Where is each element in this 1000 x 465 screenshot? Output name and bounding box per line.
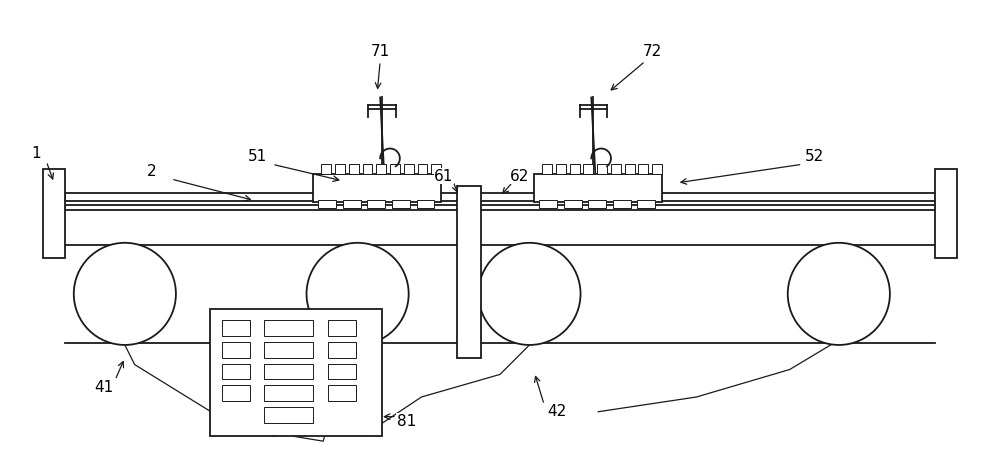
Bar	[625, 164, 635, 174]
Bar	[583, 164, 593, 174]
Bar	[264, 364, 313, 379]
Bar	[556, 164, 566, 174]
Text: 2: 2	[147, 164, 156, 179]
Bar	[570, 164, 580, 174]
Bar	[613, 199, 631, 208]
Bar	[43, 169, 65, 258]
Circle shape	[74, 243, 176, 345]
Bar	[328, 364, 356, 379]
Bar	[65, 206, 948, 210]
Bar	[65, 193, 948, 200]
Bar	[321, 164, 331, 174]
Bar	[935, 169, 957, 258]
Bar	[367, 199, 385, 208]
Bar	[222, 385, 250, 401]
Bar	[597, 164, 607, 174]
Bar	[637, 199, 655, 208]
Text: 61: 61	[434, 168, 454, 184]
Bar	[611, 164, 621, 174]
Bar	[264, 342, 313, 358]
Text: 71: 71	[371, 44, 390, 59]
Bar	[534, 174, 662, 201]
Bar	[335, 164, 345, 174]
Bar	[264, 385, 313, 401]
Bar	[390, 164, 400, 174]
Text: 1: 1	[32, 146, 41, 161]
Bar	[222, 320, 250, 336]
Text: 42: 42	[547, 404, 567, 419]
Bar	[652, 164, 662, 174]
Bar	[418, 164, 427, 174]
Circle shape	[307, 243, 409, 345]
Text: 81: 81	[397, 414, 416, 429]
Text: 51: 51	[248, 149, 267, 164]
Bar	[318, 199, 336, 208]
Bar	[210, 309, 382, 436]
Text: 41: 41	[95, 380, 114, 395]
Bar	[431, 164, 441, 174]
Bar	[542, 164, 552, 174]
Text: 72: 72	[643, 44, 662, 59]
Bar	[222, 342, 250, 358]
Bar	[363, 164, 372, 174]
Bar	[457, 186, 481, 358]
Bar	[343, 199, 361, 208]
Bar	[564, 199, 582, 208]
Bar	[313, 174, 441, 201]
Bar	[392, 199, 410, 208]
Bar	[222, 364, 250, 379]
Circle shape	[478, 243, 581, 345]
Text: 52: 52	[805, 149, 824, 164]
Bar	[588, 199, 606, 208]
Bar	[328, 342, 356, 358]
Bar	[264, 320, 313, 336]
Bar	[539, 199, 557, 208]
Bar	[376, 164, 386, 174]
Circle shape	[788, 243, 890, 345]
Bar	[417, 199, 434, 208]
Bar	[328, 385, 356, 401]
Bar	[328, 320, 356, 336]
Bar	[264, 407, 313, 423]
Bar	[349, 164, 359, 174]
Text: 62: 62	[510, 168, 529, 184]
Bar	[404, 164, 414, 174]
Bar	[638, 164, 648, 174]
